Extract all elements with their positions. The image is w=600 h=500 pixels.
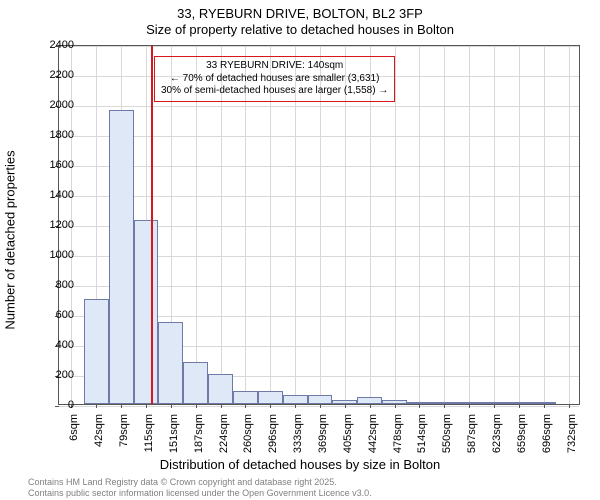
y-tick-label: 1200 xyxy=(34,219,74,231)
property-marker-line xyxy=(151,46,153,404)
x-tick-mark xyxy=(494,404,495,408)
histogram-bar xyxy=(457,402,482,404)
histogram-bar xyxy=(158,322,183,405)
x-tick-mark xyxy=(444,404,445,408)
chart-container: 33, RYEBURN DRIVE, BOLTON, BL2 3FP Size … xyxy=(0,0,600,500)
histogram-bar xyxy=(308,395,333,404)
y-tick-label: 600 xyxy=(34,309,74,321)
x-tick-mark xyxy=(419,404,420,408)
histogram-bar xyxy=(183,362,208,404)
y-tick-label: 0 xyxy=(34,399,74,411)
y-tick-label: 2000 xyxy=(34,99,74,111)
histogram-bar xyxy=(357,397,382,405)
y-tick-label: 400 xyxy=(34,339,74,351)
x-tick-mark xyxy=(196,404,197,408)
histogram-bar xyxy=(432,402,457,404)
x-tick-mark xyxy=(345,404,346,408)
gridline-vertical xyxy=(544,46,545,404)
histogram-bar xyxy=(382,400,407,405)
x-tick-mark xyxy=(96,404,97,408)
annotation-box: 33 RYEBURN DRIVE: 140sqm← 70% of detache… xyxy=(154,56,395,102)
x-tick-mark xyxy=(171,404,172,408)
y-tick-label: 1600 xyxy=(34,159,74,171)
y-axis-label: Number of detached properties xyxy=(3,150,18,329)
gridline-horizontal xyxy=(59,406,579,407)
histogram-bar xyxy=(233,391,258,405)
annot-line3: 30% of semi-detached houses are larger (… xyxy=(161,85,388,98)
y-tick-label: 2400 xyxy=(34,39,74,51)
histogram-bar xyxy=(482,402,507,404)
plot-area: 6sqm42sqm79sqm115sqm151sqm187sqm224sqm26… xyxy=(58,45,580,405)
gridline-vertical xyxy=(494,46,495,404)
y-tick-label: 200 xyxy=(34,369,74,381)
chart-title-line1: 33, RYEBURN DRIVE, BOLTON, BL2 3FP xyxy=(0,6,600,21)
histogram-bar xyxy=(531,402,556,404)
gridline-vertical xyxy=(519,46,520,404)
y-tick-label: 1000 xyxy=(34,249,74,261)
footer-attribution: Contains HM Land Registry data © Crown c… xyxy=(28,477,372,498)
histogram-bar xyxy=(109,110,134,404)
footer-line1: Contains HM Land Registry data © Crown c… xyxy=(28,477,372,487)
gridline-horizontal xyxy=(59,136,579,137)
histogram-bar xyxy=(84,299,109,404)
x-tick-mark xyxy=(121,404,122,408)
x-axis-label: Distribution of detached houses by size … xyxy=(0,457,600,472)
annot-line1: 33 RYEBURN DRIVE: 140sqm xyxy=(161,60,388,73)
gridline-vertical xyxy=(419,46,420,404)
gridline-horizontal xyxy=(59,106,579,107)
y-tick-label: 1800 xyxy=(34,129,74,141)
x-tick-mark xyxy=(295,404,296,408)
gridline-vertical xyxy=(444,46,445,404)
gridline-horizontal xyxy=(59,196,579,197)
gridline-horizontal xyxy=(59,46,579,47)
annot-line2: ← 70% of detached houses are smaller (3,… xyxy=(161,73,388,86)
x-tick-mark xyxy=(544,404,545,408)
histogram-bar xyxy=(258,391,283,405)
x-tick-mark xyxy=(245,404,246,408)
histogram-bar xyxy=(208,374,233,404)
y-tick-label: 2200 xyxy=(34,69,74,81)
gridline-vertical xyxy=(469,46,470,404)
x-tick-mark xyxy=(320,404,321,408)
x-tick-mark xyxy=(370,404,371,408)
gridline-horizontal xyxy=(59,166,579,167)
y-tick-label: 800 xyxy=(34,279,74,291)
chart-title-line2: Size of property relative to detached ho… xyxy=(0,22,600,37)
histogram-bar xyxy=(283,395,308,404)
x-tick-mark xyxy=(221,404,222,408)
x-tick-mark xyxy=(519,404,520,408)
histogram-bar xyxy=(407,402,432,404)
y-tick-label: 1400 xyxy=(34,189,74,201)
x-tick-mark xyxy=(270,404,271,408)
x-tick-mark xyxy=(146,404,147,408)
footer-line2: Contains public sector information licen… xyxy=(28,488,372,498)
x-tick-mark xyxy=(395,404,396,408)
x-tick-mark xyxy=(569,404,570,408)
histogram-bar xyxy=(134,220,159,405)
histogram-bar xyxy=(506,402,531,404)
gridline-vertical xyxy=(569,46,570,404)
histogram-bar xyxy=(332,400,357,405)
x-tick-mark xyxy=(469,404,470,408)
